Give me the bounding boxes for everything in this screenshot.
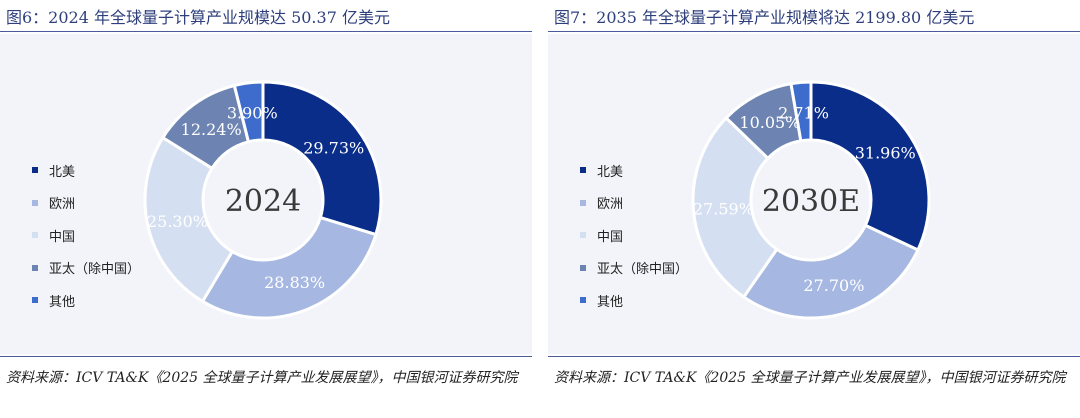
legend-swatch (32, 297, 38, 304)
legend-swatch (580, 232, 586, 239)
legend-item: 北美 (580, 154, 688, 187)
slice-label: 10.05% (739, 113, 800, 132)
slice-label: 27.70% (803, 276, 864, 295)
donut-slice-北美 (261, 80, 383, 237)
slice-label: 31.96% (855, 144, 916, 163)
center-label: 2024 (225, 184, 301, 219)
title-rule (548, 31, 1080, 32)
slice-label: 2.71% (778, 103, 829, 122)
donut-slice-欧洲 (200, 215, 378, 320)
legend-label: 其他 (597, 294, 624, 310)
slice-label: 29.73% (303, 139, 364, 158)
legend-swatch (32, 264, 38, 271)
legend-item: 亚太（除中国） (580, 252, 688, 285)
legend-item: 中国 (580, 219, 688, 252)
donut-chart-2024: 29.73% 28.83% 25.30% 12.24%3.90% 2024 (143, 80, 383, 320)
legend-label: 其他 (49, 294, 76, 310)
legend-item: 亚太（除中国） (32, 252, 140, 285)
chart-title: 图6：2024 年全球量子计算产业规模达 50.37 亿美元 (6, 8, 390, 27)
legend-swatch (580, 264, 586, 271)
chart-title: 图7：2035 年全球量子计算产业规模将达 2199.80 亿美元 (554, 8, 975, 27)
legend-item: 北美 (32, 154, 140, 187)
legend-item: 欧洲 (32, 187, 140, 220)
donut-chart-2030e: 31.96% 27.70% 27.59% 10.05%2.71% 2030E (691, 80, 931, 320)
legend-label: 亚太（除中国） (49, 262, 141, 278)
center-label: 2030E (762, 184, 860, 219)
legend-label: 北美 (597, 164, 624, 180)
slice-label: 3.90% (227, 104, 278, 123)
legend-label: 北美 (49, 164, 76, 180)
slice-label: 12.24% (181, 120, 242, 139)
source-rule (0, 356, 532, 357)
legend-item: 中国 (32, 219, 140, 252)
legend-swatch (32, 167, 38, 174)
source-rule (548, 356, 1080, 357)
donut-slice-欧洲 (741, 223, 920, 320)
legend-label: 中国 (49, 229, 76, 245)
slice-label: 27.59% (693, 200, 754, 219)
legend-label: 欧洲 (597, 197, 624, 213)
chart-legend: 北美欧洲中国亚太（除中国） 其他 (580, 154, 688, 317)
legend-item: 欧洲 (580, 187, 688, 220)
figure-7-panel: 图7：2035 年全球量子计算产业规模将达 2199.80 亿美元 31.96%… (548, 0, 1080, 418)
slice-label: 25.30% (147, 212, 208, 231)
figure-6-panel: 图6：2024 年全球量子计算产业规模达 50.37 亿美元 29.73% 28.… (0, 0, 532, 418)
legend-swatch (580, 297, 586, 304)
legend-swatch (32, 232, 38, 239)
legend-swatch (580, 199, 586, 206)
source-note: 资料来源：ICV TA&K《2025 全球量子计算产业发展展望》，中国银河证券研… (6, 370, 518, 386)
legend-swatch (580, 167, 586, 174)
chart-legend: 北美欧洲中国亚太（除中国） 其他 (32, 154, 140, 317)
legend-item: 其他 (580, 284, 688, 317)
donut-slice-其他 (232, 80, 265, 144)
legend-label: 欧洲 (49, 197, 76, 213)
source-note: 资料来源：ICV TA&K《2025 全球量子计算产业发展展望》，中国银河证券研… (554, 370, 1066, 386)
donut-slice-中国 (143, 135, 235, 304)
donut-slice-其他 (789, 80, 813, 143)
legend-label: 亚太（除中国） (597, 262, 689, 278)
slice-label: 28.83% (264, 273, 325, 292)
donut-slice-北美 (809, 80, 931, 252)
legend-label: 中国 (597, 229, 624, 245)
legend-item: 其他 (32, 284, 140, 317)
donut-slice-中国 (691, 115, 779, 300)
title-rule (0, 31, 532, 32)
legend-swatch (32, 199, 38, 206)
